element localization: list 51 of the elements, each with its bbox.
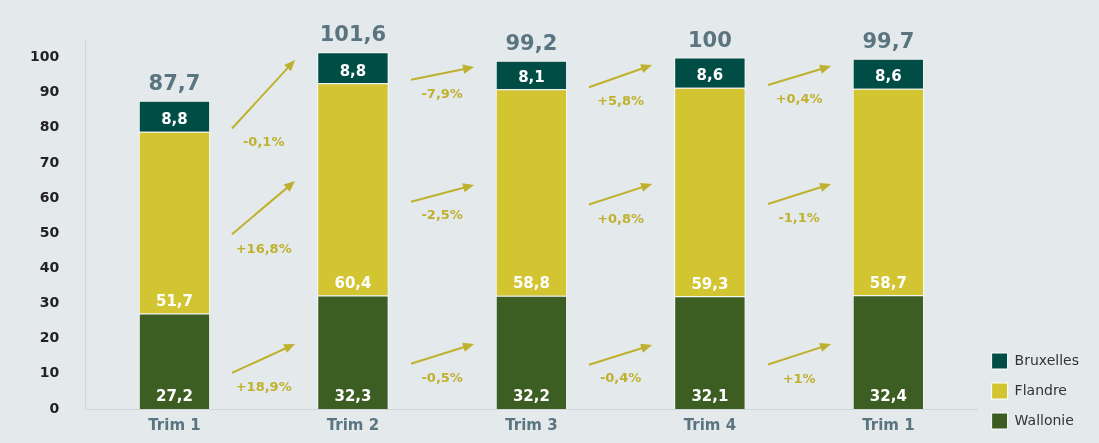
annotation: +16,8% — [234, 240, 293, 256]
total-label: 101,6 — [319, 22, 387, 47]
annotation: -7,9% — [420, 85, 464, 101]
data-label: 59,3 — [691, 274, 729, 293]
data-label: 8,6 — [696, 66, 724, 85]
data-label: 32,2 — [512, 387, 550, 406]
data-label: 8,1 — [518, 67, 545, 86]
data-label: 32,3 — [334, 387, 372, 406]
y-tick-label: 60 — [39, 188, 60, 205]
x-tick-label: Trim 3 — [505, 415, 558, 434]
annotation: +18,9% — [234, 379, 293, 395]
annotation: -0,1% — [241, 134, 286, 150]
annotation: +0,4% — [774, 90, 824, 106]
annotation: +0,8% — [596, 210, 646, 226]
data-label: 8,8 — [161, 110, 188, 129]
annotation: -2,5% — [420, 207, 464, 223]
y-tick-label: 90 — [39, 83, 60, 100]
total-label: 87,7 — [148, 70, 201, 95]
data-label: 27,2 — [155, 387, 193, 406]
legend-label: Flandre — [1014, 381, 1067, 398]
legend-label: Wallonie — [1014, 411, 1074, 428]
y-tick-label: 100 — [29, 48, 60, 65]
data-label: 51,7 — [155, 291, 193, 310]
data-label: 8,6 — [875, 67, 902, 86]
data-label: 60,4 — [334, 273, 372, 292]
annotation: -0,5% — [420, 370, 464, 386]
annotation: -1,1% — [777, 209, 821, 225]
y-tick-label: 30 — [39, 294, 60, 311]
y-tick-label: 0 — [49, 399, 60, 416]
total-label: 100 — [687, 27, 732, 52]
y-tick-label: 20 — [39, 329, 60, 346]
x-tick-label: Trim 1 — [862, 415, 915, 434]
y-tick-label: 70 — [39, 153, 60, 170]
x-tick-label: Trim 2 — [326, 415, 380, 434]
data-label: 58,8 — [512, 274, 550, 293]
x-tick-label: Trim 4 — [683, 415, 737, 434]
annotation: +1% — [781, 370, 817, 386]
y-tick-label: 40 — [39, 259, 60, 276]
legend-label: Bruxelles — [1014, 351, 1079, 368]
y-tick-label: 80 — [39, 118, 60, 135]
data-label: 8,8 — [339, 61, 367, 80]
annotation: -0,4% — [598, 370, 643, 386]
total-label: 99,7 — [862, 28, 915, 53]
y-tick-label: 10 — [39, 364, 60, 381]
data-label: 32,4 — [869, 387, 907, 406]
annotation: +5,8% — [596, 92, 646, 108]
data-label: 32,1 — [691, 387, 729, 406]
total-label: 99,2 — [505, 30, 558, 55]
data-label: 58,7 — [869, 273, 907, 292]
y-tick-label: 50 — [39, 223, 60, 240]
x-tick-label: Trim 1 — [148, 415, 201, 434]
